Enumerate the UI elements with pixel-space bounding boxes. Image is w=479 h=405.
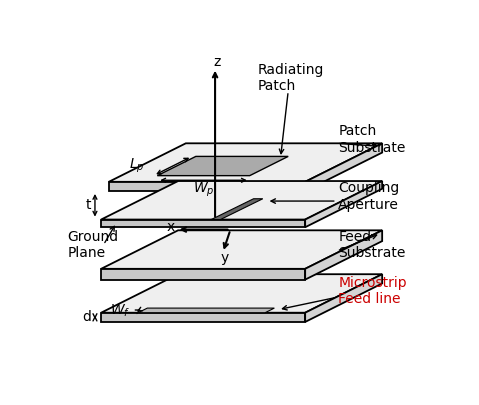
Text: Ground
Plane: Ground Plane <box>67 230 118 260</box>
Text: Feed
Substrate: Feed Substrate <box>338 230 406 260</box>
Polygon shape <box>101 274 382 313</box>
Text: x: x <box>167 220 175 234</box>
Text: Coupling
Aperture: Coupling Aperture <box>338 181 399 211</box>
Text: y: y <box>221 251 229 265</box>
Text: $L_p$: $L_p$ <box>129 156 144 175</box>
Text: $W_f$: $W_f$ <box>110 302 130 319</box>
Text: t: t <box>86 198 91 212</box>
Polygon shape <box>109 182 305 191</box>
Text: $W_p$: $W_p$ <box>193 180 214 199</box>
Polygon shape <box>305 274 382 322</box>
Polygon shape <box>211 199 263 220</box>
Polygon shape <box>157 156 288 176</box>
Text: z: z <box>213 55 220 70</box>
Text: Radiating
Patch: Radiating Patch <box>257 63 324 93</box>
Polygon shape <box>101 220 305 227</box>
Polygon shape <box>305 230 382 279</box>
Polygon shape <box>305 143 382 191</box>
Polygon shape <box>109 143 382 182</box>
Polygon shape <box>101 313 305 322</box>
Text: d: d <box>82 310 91 324</box>
Text: Patch
Substrate: Patch Substrate <box>338 124 406 155</box>
Polygon shape <box>101 230 382 269</box>
Text: Microstrip
Feed line: Microstrip Feed line <box>338 276 407 306</box>
Polygon shape <box>101 269 305 279</box>
Polygon shape <box>138 308 274 313</box>
Polygon shape <box>305 181 382 227</box>
Polygon shape <box>101 181 382 220</box>
